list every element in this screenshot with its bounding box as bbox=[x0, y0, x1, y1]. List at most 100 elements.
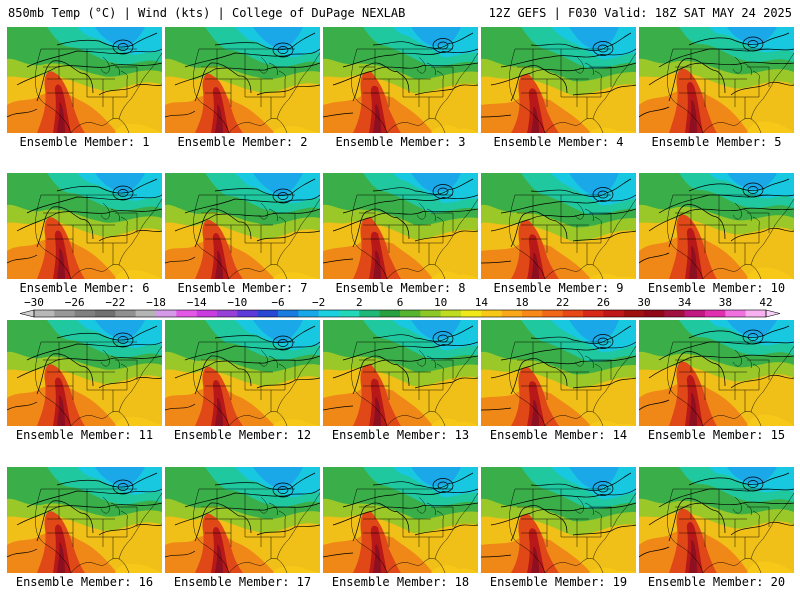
ensemble-member-label: Ensemble Member: 16 bbox=[15, 575, 154, 589]
ensemble-map-panel bbox=[639, 173, 794, 279]
ensemble-map-panel bbox=[323, 467, 478, 573]
colorbar-tick-label: −30 bbox=[24, 296, 44, 309]
colorbar-segment bbox=[115, 310, 136, 317]
colorbar-tick-label: 30 bbox=[637, 296, 650, 309]
colorbar-segment bbox=[74, 310, 96, 317]
colorbar-segment bbox=[176, 310, 197, 317]
colorbar-tick-label: 2 bbox=[356, 296, 363, 309]
colorbar-segment bbox=[461, 310, 482, 317]
ensemble-map-panel bbox=[7, 467, 162, 573]
colorbar-segment bbox=[603, 310, 624, 317]
colorbar-segment bbox=[664, 310, 685, 317]
ensemble-member-label: Ensemble Member: 12 bbox=[173, 428, 312, 442]
colorbar-segment bbox=[54, 310, 75, 317]
colorbar-segment bbox=[217, 310, 238, 317]
ensemble-member-label: Ensemble Member: 19 bbox=[489, 575, 628, 589]
ensemble-map-panel bbox=[323, 320, 478, 426]
ensemble-member-label: Ensemble Member: 14 bbox=[489, 428, 628, 442]
colorbar-segment bbox=[278, 310, 299, 317]
colorbar-tick-label: −10 bbox=[227, 296, 247, 309]
ensemble-member-label: Ensemble Member: 9 bbox=[493, 281, 624, 295]
ensemble-member-label: Ensemble Member: 4 bbox=[493, 135, 624, 149]
map-title: 850mb Temp (°C) | Wind (kts) | College o… bbox=[8, 6, 406, 20]
colorbar-segment bbox=[237, 310, 258, 317]
colorbar-segment bbox=[644, 310, 665, 317]
ensemble-member-label: Ensemble Member: 5 bbox=[651, 135, 782, 149]
colorbar-tick-label: −22 bbox=[105, 296, 125, 309]
colorbar-tick-label: 10 bbox=[434, 296, 447, 309]
colorbar-segment bbox=[359, 310, 380, 317]
colorbar-segment bbox=[379, 310, 401, 317]
ensemble-map-panel bbox=[481, 467, 636, 573]
ensemble-member-label: Ensemble Member: 20 bbox=[647, 575, 786, 589]
colorbar-segment bbox=[298, 310, 319, 317]
ensemble-map-panel bbox=[481, 173, 636, 279]
ensemble-map-panel bbox=[165, 320, 320, 426]
colorbar-segment bbox=[522, 310, 543, 317]
colorbar-segment bbox=[705, 310, 726, 317]
colorbar-segment bbox=[440, 310, 462, 317]
ensemble-member-label: Ensemble Member: 7 bbox=[177, 281, 308, 295]
colorbar-segment bbox=[725, 310, 746, 317]
colorbar-segment bbox=[481, 310, 502, 317]
ensemble-map-panel bbox=[7, 173, 162, 279]
colorbar-segment bbox=[623, 310, 645, 317]
ensemble-map-panel bbox=[639, 27, 794, 133]
temperature-colorbar: −30 −26 −22 −18 −14 −10 −6 −2 2 6 10 14 18 22 26 30 34 38… bbox=[19, 296, 781, 318]
colorbar-tick-label: 14 bbox=[475, 296, 489, 309]
colorbar-segment bbox=[318, 310, 340, 317]
colorbar-tick-label: 6 bbox=[397, 296, 404, 309]
ensemble-member-label: Ensemble Member: 17 bbox=[173, 575, 312, 589]
colorbar-tick-label: −26 bbox=[65, 296, 85, 309]
colorbar-high-arrow bbox=[765, 309, 781, 318]
colorbar-segment bbox=[339, 310, 360, 317]
ensemble-member-label: Ensemble Member: 6 bbox=[19, 281, 150, 295]
ensemble-member-label: Ensemble Member: 8 bbox=[335, 281, 466, 295]
colorbar-tick-label: 42 bbox=[759, 296, 772, 309]
ensemble-map-panel bbox=[165, 173, 320, 279]
colorbar-low-arrow bbox=[19, 309, 35, 318]
colorbar-segment bbox=[583, 310, 604, 317]
colorbar-tick-label: −18 bbox=[146, 296, 166, 309]
ensemble-map-panel bbox=[165, 27, 320, 133]
colorbar-segment bbox=[420, 310, 441, 317]
ensemble-member-label: Ensemble Member: 15 bbox=[647, 428, 786, 442]
ensemble-map-panel bbox=[323, 173, 478, 279]
colorbar-segment bbox=[156, 310, 177, 317]
colorbar-tick-label: 22 bbox=[556, 296, 569, 309]
ensemble-map-panel bbox=[481, 320, 636, 426]
colorbar-tick-label: 26 bbox=[597, 296, 610, 309]
colorbar-segment bbox=[135, 310, 157, 317]
ensemble-member-label: Ensemble Member: 13 bbox=[331, 428, 470, 442]
ensemble-member-label: Ensemble Member: 11 bbox=[15, 428, 154, 442]
ensemble-map-panel bbox=[7, 27, 162, 133]
colorbar-segment bbox=[400, 310, 421, 317]
colorbar-tick-label: −14 bbox=[187, 296, 207, 309]
colorbar-segment bbox=[542, 310, 563, 317]
ensemble-map-panel bbox=[165, 467, 320, 573]
ensemble-member-label: Ensemble Member: 10 bbox=[647, 281, 786, 295]
colorbar-segment bbox=[562, 310, 584, 317]
colorbar-segment bbox=[745, 310, 767, 317]
colorbar-tick-label: 18 bbox=[515, 296, 528, 309]
colorbar-segment bbox=[34, 310, 55, 317]
ensemble-map-panel bbox=[7, 320, 162, 426]
colorbar-tick-label: 38 bbox=[719, 296, 732, 309]
colorbar-segment bbox=[95, 310, 116, 317]
colorbar-tick-label: −6 bbox=[271, 296, 284, 309]
ensemble-map-panel bbox=[323, 27, 478, 133]
ensemble-map-panel bbox=[639, 467, 794, 573]
colorbar-tick-label: −2 bbox=[312, 296, 325, 309]
colorbar-segment bbox=[257, 310, 279, 317]
colorbar-segment bbox=[196, 310, 218, 317]
ensemble-member-label: Ensemble Member: 2 bbox=[177, 135, 308, 149]
ensemble-map-panel bbox=[639, 320, 794, 426]
ensemble-member-label: Ensemble Member: 18 bbox=[331, 575, 470, 589]
ensemble-map-panel bbox=[481, 27, 636, 133]
colorbar-segment bbox=[684, 310, 706, 317]
colorbar-tick-label: 34 bbox=[678, 296, 692, 309]
valid-time: 12Z GEFS | F030 Valid: 18Z SAT MAY 24 20… bbox=[488, 6, 792, 20]
ensemble-member-label: Ensemble Member: 1 bbox=[19, 135, 150, 149]
ensemble-member-label: Ensemble Member: 3 bbox=[335, 135, 466, 149]
colorbar-segment bbox=[501, 310, 523, 317]
